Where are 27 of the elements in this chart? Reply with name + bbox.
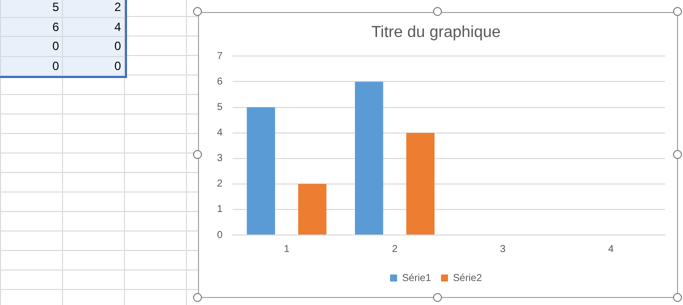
chart-title: Titre du graphique: [371, 24, 501, 42]
x-tick-label: 3: [500, 244, 506, 255]
text: 0: [0, 56, 62, 76]
bar: [354, 82, 384, 234]
y-tick-label: 7: [217, 50, 223, 62]
text: 4: [62, 17, 124, 36]
text: 0: [62, 56, 124, 76]
y-tick-label: 5: [217, 102, 223, 114]
legend-label: Série2: [453, 272, 482, 284]
x-tick-label: 4: [608, 244, 614, 255]
legend-label: Série1: [402, 272, 432, 284]
bar: [406, 132, 435, 234]
bar: [246, 107, 276, 234]
text: 0: [62, 36, 124, 56]
y-tick-label: 2: [217, 178, 223, 190]
y-tick-label: 6: [217, 76, 223, 88]
y-tick-label: 1: [217, 204, 223, 216]
bar: [298, 184, 326, 234]
y-tick-label: 3: [217, 153, 223, 164]
y-tick-label: 0: [217, 230, 223, 241]
text: 6: [0, 17, 62, 36]
y-tick-label: 4: [217, 128, 223, 139]
x-tick-label: 1: [284, 244, 290, 255]
text: 2: [62, 0, 124, 17]
text: 0: [0, 36, 62, 56]
text: 5: [0, 0, 62, 17]
x-tick-label: 2: [392, 244, 398, 255]
